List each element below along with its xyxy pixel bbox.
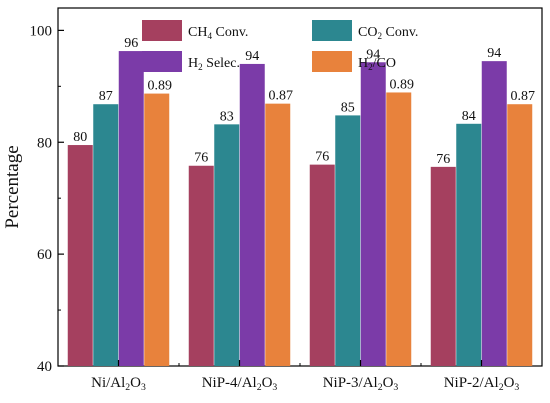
y-tick-label: 100 (30, 23, 53, 39)
x-tick-label: Ni/Al2O3 (91, 375, 146, 393)
bar-value-label: 96 (124, 36, 138, 51)
bar-value-label: 94 (487, 46, 501, 61)
bar (481, 61, 507, 366)
bar-value-label: 80 (73, 130, 87, 145)
bar-value-label: 76 (436, 152, 450, 167)
legend-swatch (312, 51, 352, 72)
bar (188, 165, 214, 366)
bar (386, 92, 412, 366)
bar-value-label: 83 (220, 109, 234, 124)
bar-value-label: 76 (315, 150, 329, 165)
y-tick-label: 40 (37, 359, 52, 375)
bar-value-label: 0.87 (269, 89, 294, 104)
bar-value-label: 0.89 (390, 77, 415, 92)
bar (430, 166, 456, 366)
bar (309, 164, 335, 366)
y-tick-label: 60 (37, 247, 52, 263)
bars (67, 51, 533, 367)
bar (214, 124, 240, 366)
bar-value-label: 84 (462, 109, 476, 124)
bar (67, 145, 93, 366)
y-axis: 40 60 80 100 Percentage (2, 23, 64, 375)
bar (335, 115, 361, 367)
legend-swatch (312, 20, 352, 41)
legend-label: H2/CO (358, 56, 396, 72)
legend-swatch (142, 20, 182, 41)
legend: CH4 Conv. CO2 Conv. H2 Selec. H2/CO (142, 20, 418, 72)
bar (93, 104, 119, 367)
bar (507, 104, 533, 367)
bar (456, 123, 482, 367)
bar-value-label: 76 (194, 151, 208, 166)
x-tick-label: NiP-4/Al2O3 (202, 375, 278, 393)
x-tick-label: NiP-3/Al2O3 (323, 375, 399, 393)
bar-value-label: 87 (99, 89, 113, 104)
y-axis-title: Percentage (2, 145, 23, 228)
bar-value-label: 85 (341, 100, 355, 115)
bar (144, 93, 170, 366)
data-labels: 80 87 96 0.89 76 83 94 0.87 76 85 94 0.89 76 84 94 0.87 (73, 36, 535, 167)
x-axis: Ni/Al2O3 NiP-4/Al2O3 NiP-3/Al2O3 NiP-2/Al2O… (91, 360, 519, 393)
bar-value-label: 0.87 (511, 89, 536, 104)
bar (265, 103, 291, 366)
bar-value-label: 94 (366, 47, 380, 62)
bar (239, 63, 265, 366)
bar (118, 51, 144, 367)
legend-label: CH4 Conv. (188, 25, 248, 41)
bar-value-label: 0.89 (148, 79, 173, 94)
y-tick-label: 80 (37, 135, 52, 151)
legend-swatch (142, 51, 182, 72)
bar (360, 62, 386, 367)
legend-label: CO2 Conv. (358, 25, 418, 41)
bar-value-label: 94 (245, 49, 259, 64)
x-tick-label: NiP-2/Al2O3 (444, 375, 520, 393)
legend-label: H2 Selec. (188, 56, 240, 72)
